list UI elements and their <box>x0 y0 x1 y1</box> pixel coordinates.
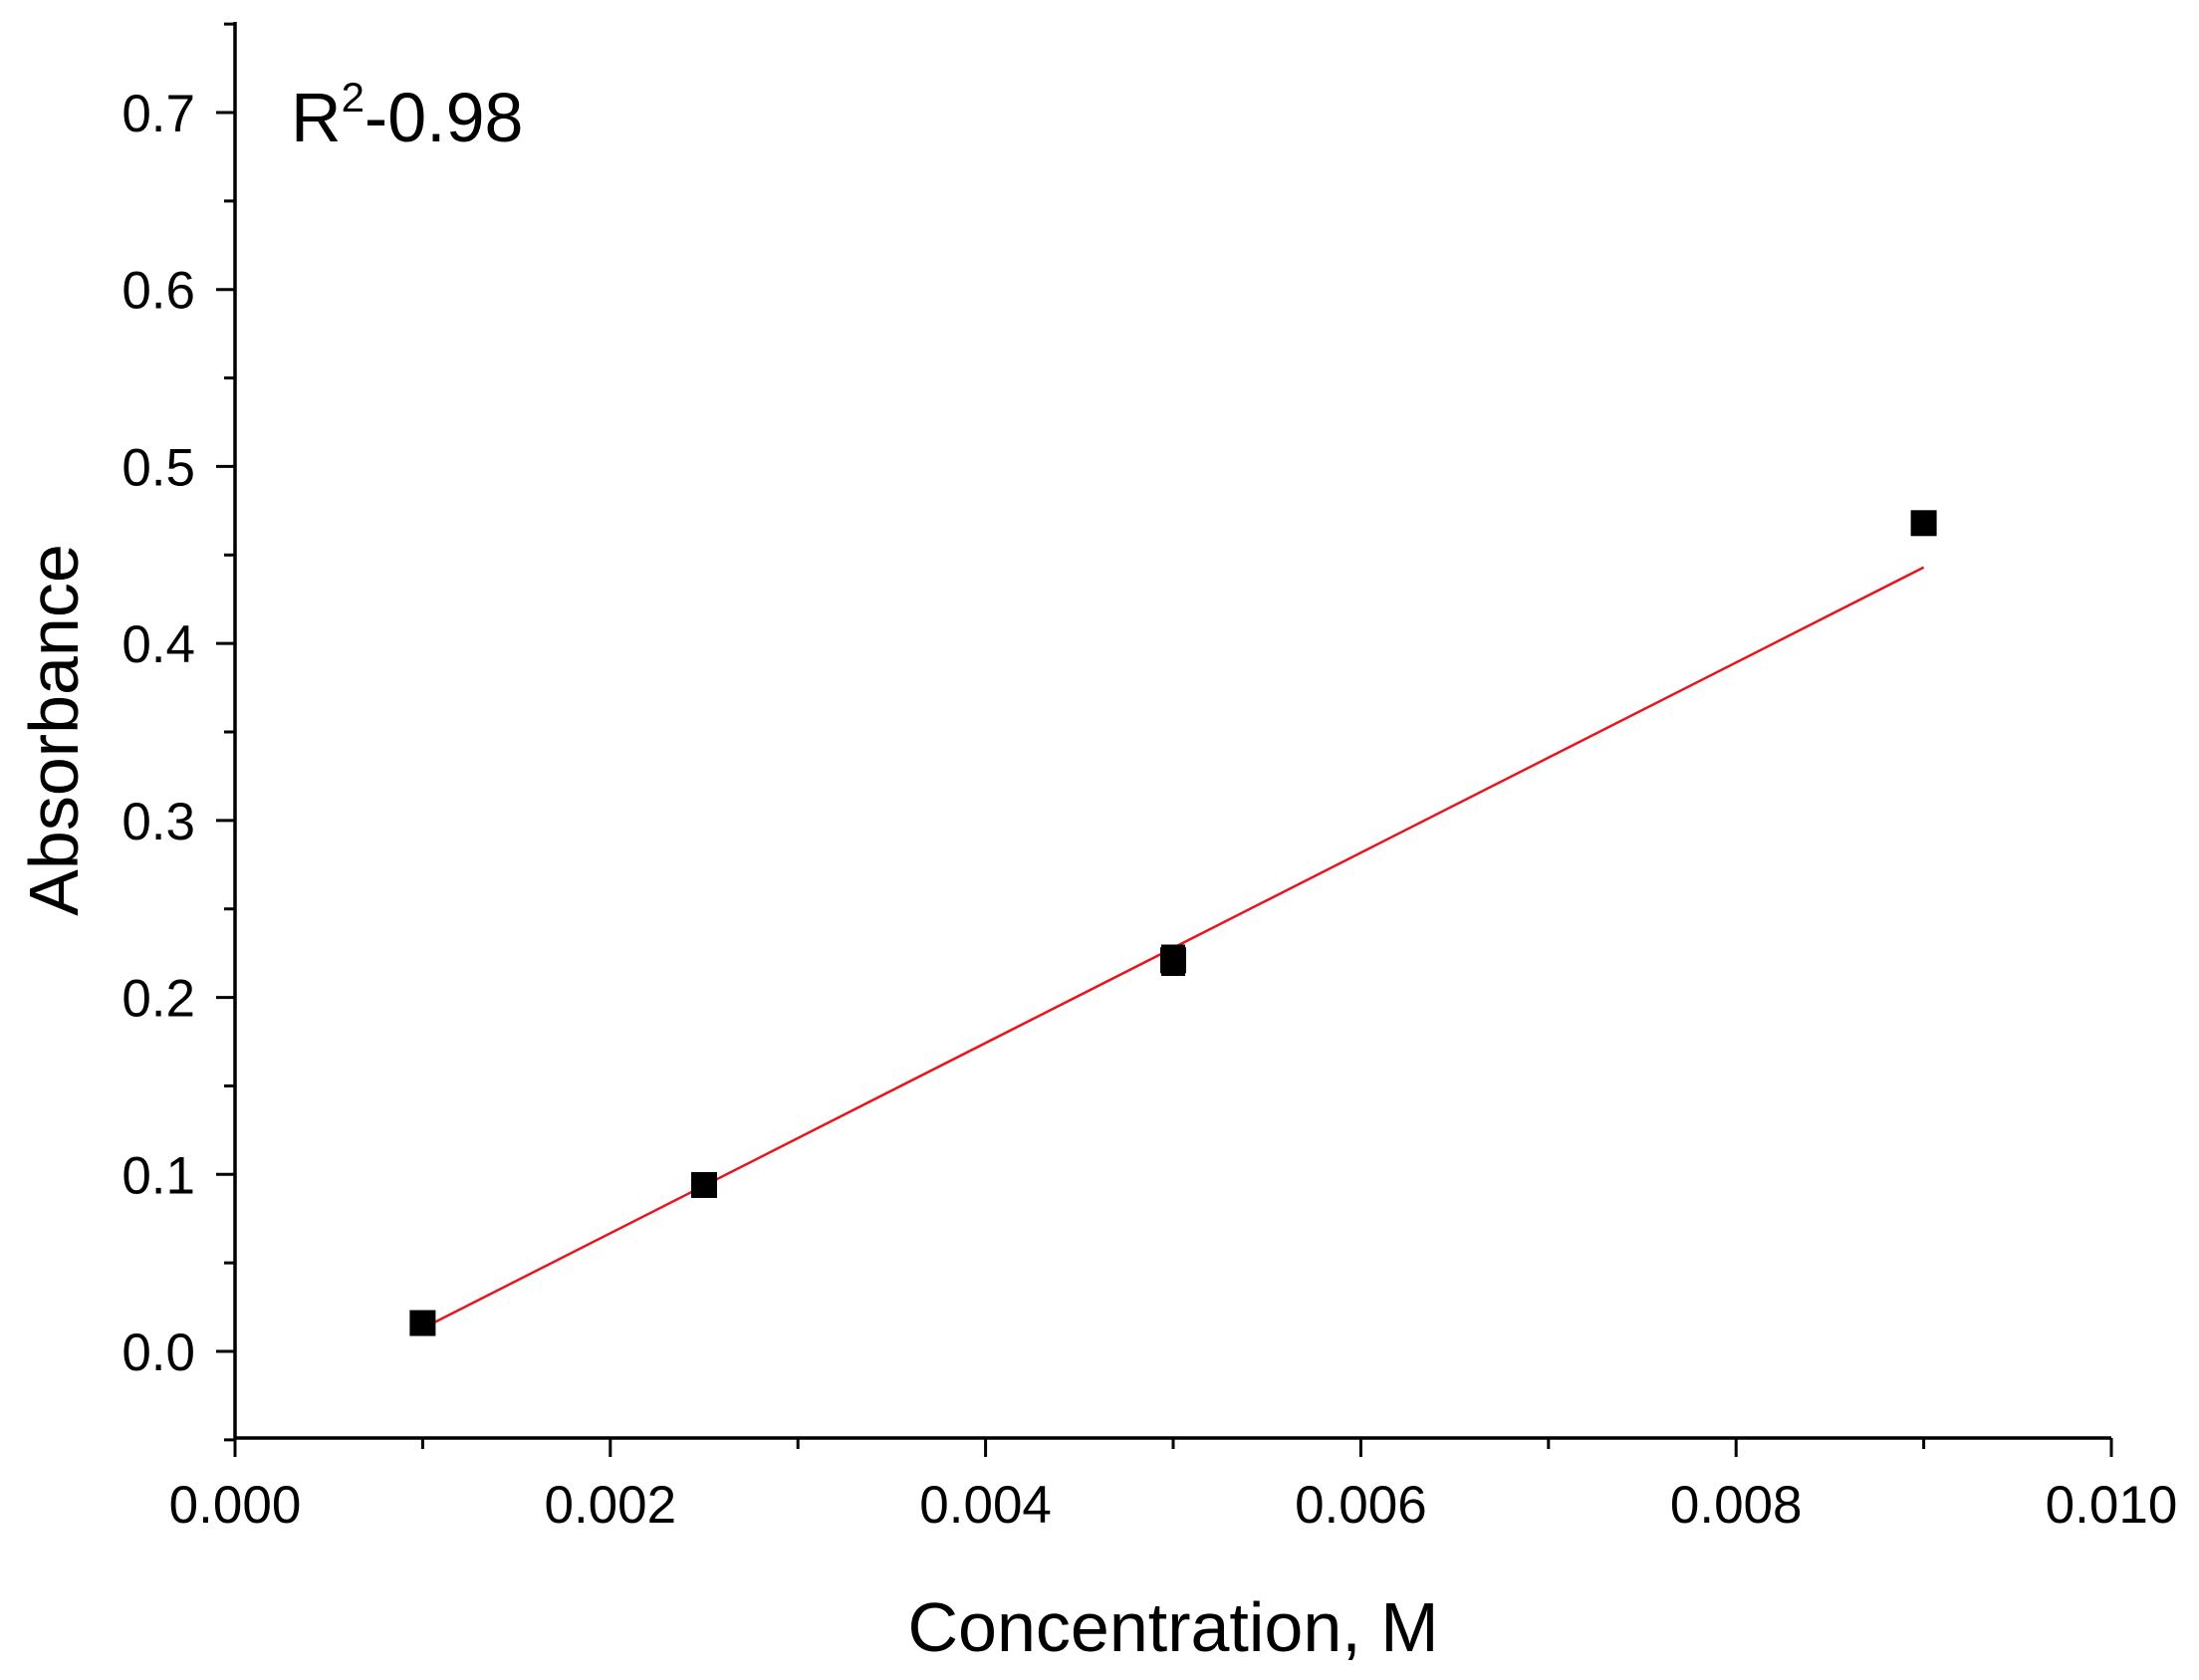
axes <box>233 22 2111 1440</box>
y-tick-label: 0.0 <box>122 1323 195 1382</box>
x-tick-label: 0.008 <box>1670 1476 1803 1535</box>
annotation-value: -0.98 <box>365 79 524 156</box>
r-squared-annotation: R2-0.98 <box>291 74 523 156</box>
y-tick-label: 0.6 <box>122 262 195 321</box>
data-point <box>691 1171 717 1198</box>
annotation-superscript: 2 <box>342 74 365 120</box>
ticks: 0.000 0.002 0.004 0.006 0.008 0.010 0.0 0.1 0.2 0… <box>122 22 2178 1535</box>
y-tick-label: 0.7 <box>122 85 195 143</box>
x-tick-label: 0.004 <box>919 1476 1052 1535</box>
y-tick-label: 0.2 <box>122 970 195 1029</box>
data-points <box>409 510 1937 1336</box>
annotation-base: R <box>291 79 342 156</box>
y-axis-title: Absorbance <box>15 544 93 916</box>
x-tick-label: 0.000 <box>169 1476 302 1535</box>
data-point <box>409 1310 436 1336</box>
data-point <box>1910 510 1937 537</box>
data-point <box>1160 947 1186 974</box>
y-tick-label: 0.1 <box>122 1146 195 1205</box>
x-axis-title: Concentration, M <box>907 1588 1438 1666</box>
x-tick-label: 0.010 <box>2046 1476 2178 1535</box>
x-tick-label: 0.002 <box>544 1476 676 1535</box>
y-tick-label: 0.3 <box>122 793 195 851</box>
y-tick-label: 0.5 <box>122 438 195 497</box>
x-tick-label: 0.006 <box>1295 1476 1427 1535</box>
y-tick-label: 0.4 <box>122 615 195 674</box>
